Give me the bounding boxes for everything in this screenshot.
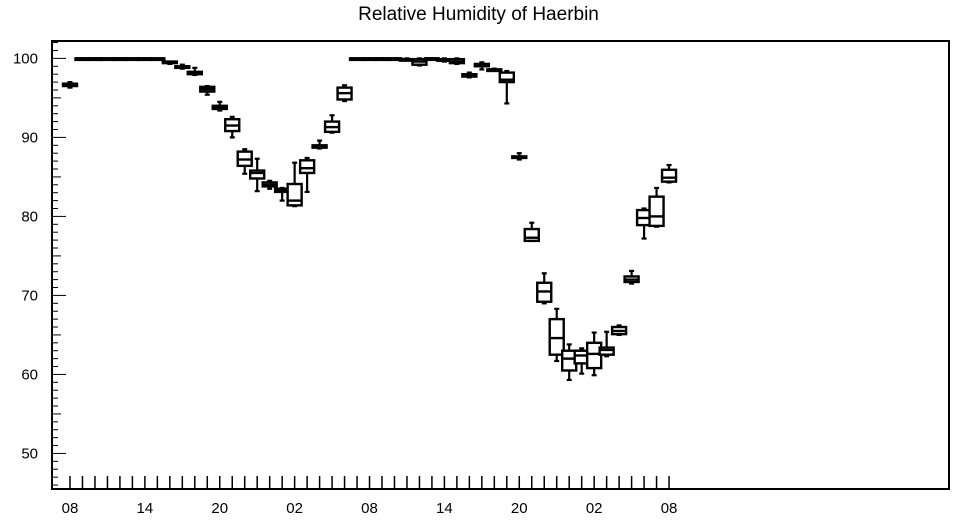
box-series bbox=[61, 57, 678, 382]
box-43 bbox=[598, 330, 615, 358]
box-19 bbox=[298, 156, 316, 194]
box-32 bbox=[461, 71, 478, 79]
x-tick-label: 08 bbox=[361, 500, 378, 517]
box-41 bbox=[573, 347, 590, 375]
y-tick-label: 90 bbox=[21, 129, 38, 146]
box-37 bbox=[523, 221, 540, 243]
box-28 bbox=[411, 57, 428, 67]
y-tick-label: 50 bbox=[21, 445, 38, 462]
x-tick-label: 08 bbox=[661, 500, 678, 517]
box-22 bbox=[336, 84, 353, 103]
box-45 bbox=[623, 269, 640, 285]
box-35 bbox=[498, 69, 515, 105]
box-10 bbox=[186, 66, 204, 77]
box-15 bbox=[248, 157, 266, 193]
box-iqr bbox=[498, 71, 515, 84]
box-16 bbox=[261, 179, 278, 190]
box-44 bbox=[610, 324, 628, 337]
box-47 bbox=[648, 186, 665, 228]
box-36 bbox=[511, 152, 528, 161]
box-iqr bbox=[286, 182, 303, 207]
box-12 bbox=[211, 100, 228, 112]
x-axis: 08 14 20 02 08 14 20 02 08 bbox=[62, 476, 678, 517]
box-39 bbox=[548, 307, 565, 363]
box-iqr bbox=[298, 159, 316, 175]
x-tick-label: 14 bbox=[137, 500, 154, 517]
box-iqr bbox=[648, 195, 665, 228]
box-11 bbox=[199, 84, 216, 96]
chart-title: Relative Humidity of Haerbin bbox=[358, 4, 599, 25]
y-tick-label: 70 bbox=[21, 287, 38, 304]
box-0 bbox=[61, 80, 79, 89]
box-iqr bbox=[248, 169, 266, 180]
box-8 bbox=[161, 60, 179, 66]
box-31 bbox=[448, 57, 466, 66]
box-iqr bbox=[660, 168, 678, 183]
x-tick-label: 14 bbox=[436, 500, 453, 517]
box-9 bbox=[174, 63, 191, 70]
box-48 bbox=[660, 163, 678, 184]
box-iqr bbox=[523, 227, 540, 243]
box-33 bbox=[473, 61, 491, 71]
y-tick-label: 80 bbox=[21, 208, 38, 225]
box-38 bbox=[536, 272, 553, 305]
box-7 bbox=[149, 57, 166, 62]
y-tick-label: 60 bbox=[21, 366, 38, 383]
x-tick-label: 20 bbox=[211, 500, 228, 517]
box-21 bbox=[323, 114, 341, 134]
plot-frame bbox=[51, 40, 950, 490]
box-20 bbox=[311, 139, 328, 150]
box-18 bbox=[286, 161, 303, 208]
box-14 bbox=[236, 148, 253, 175]
box-34 bbox=[486, 67, 503, 73]
x-tick-label: 20 bbox=[511, 500, 528, 517]
x-tick-label: 02 bbox=[286, 500, 303, 517]
y-tick-label: 100 bbox=[13, 50, 38, 67]
x-tick-label: 02 bbox=[586, 500, 603, 517]
y-axis: 50 60 70 80 90 100 bbox=[13, 42, 66, 486]
box-13 bbox=[224, 115, 241, 139]
x-tick-label: 08 bbox=[62, 500, 79, 517]
